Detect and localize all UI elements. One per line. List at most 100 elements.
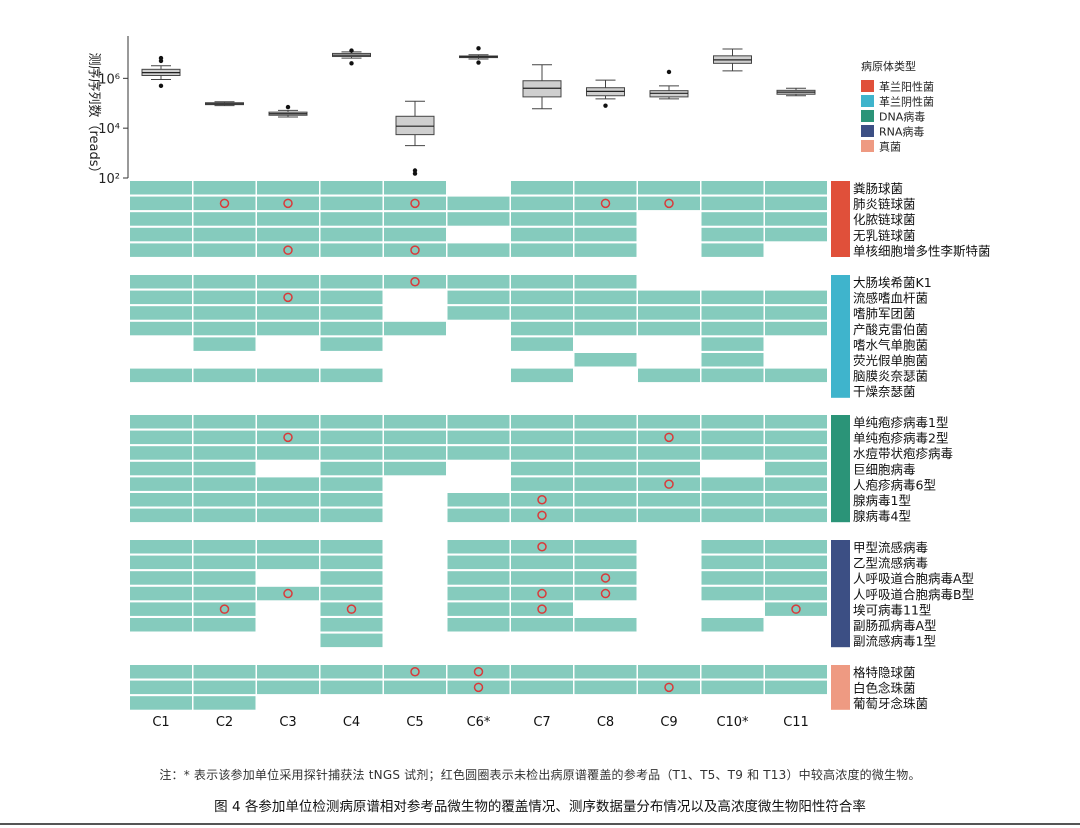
coverage-cell	[765, 227, 827, 242]
coverage-cell	[765, 290, 827, 305]
coverage-cell	[701, 586, 764, 601]
coverage-cell	[574, 508, 637, 523]
coverage-cell	[447, 430, 510, 445]
coverage-cell	[511, 290, 573, 305]
coverage-cell	[320, 321, 383, 336]
coverage-cell	[193, 477, 256, 491]
coverage-cell	[701, 477, 764, 491]
coverage-cell	[320, 680, 383, 695]
coverage-cell	[130, 493, 192, 507]
coverage-cell	[701, 508, 764, 523]
coverage-cell	[257, 227, 319, 242]
column-label: C2	[216, 715, 233, 730]
coverage-cell	[320, 181, 383, 195]
box-C2	[205, 101, 244, 107]
coverage-cell	[574, 181, 637, 195]
coverage-cell	[257, 446, 319, 460]
coverage-cell	[701, 290, 764, 305]
coverage-cell	[701, 353, 764, 367]
coverage-cell	[320, 540, 383, 554]
box-outlier	[349, 61, 354, 66]
coverage-cell	[193, 446, 256, 460]
coverage-cell	[320, 571, 383, 585]
column-label: C11	[783, 715, 809, 730]
coverage-cell	[511, 337, 573, 351]
coverage-cell	[320, 586, 383, 601]
coverage-cell	[701, 368, 764, 383]
coverage-cell	[574, 446, 637, 460]
coverage-cell	[765, 212, 827, 226]
coverage-cell	[320, 212, 383, 226]
box-outlier	[476, 60, 481, 65]
legend-title: 病原体类型	[861, 59, 916, 73]
coverage-cell	[384, 181, 446, 195]
undetected-marker	[473, 667, 484, 677]
pathogen-label: 干燥奈瑟菌	[853, 384, 916, 399]
undetected-marker	[600, 588, 611, 599]
pathogen-label: 单纯疱疹病毒2型	[853, 431, 948, 446]
coverage-cell	[765, 680, 827, 695]
coverage-cell	[701, 321, 764, 336]
coverage-cell	[511, 243, 573, 257]
coverage-cell	[257, 430, 319, 445]
undetected-marker	[537, 495, 547, 505]
legend-swatch	[861, 125, 874, 137]
undetected-marker	[537, 604, 547, 614]
coverage-cell	[701, 430, 764, 445]
coverage-cell	[130, 680, 192, 695]
coverage-cell	[765, 586, 827, 601]
coverage-cell	[574, 430, 637, 445]
pathogen-label: 巨细胞病毒	[853, 462, 916, 477]
coverage-cell	[384, 196, 446, 211]
coverage-cell	[447, 508, 510, 523]
coverage-cell	[130, 212, 192, 226]
pathogen-label: 副流感病毒1型	[853, 634, 936, 649]
legend-label: DNA病毒	[879, 110, 925, 124]
coverage-cell	[257, 243, 319, 257]
figure-caption: 图 4 各参加单位检测病原谱相对参考品微生物的覆盖情况、测序数据量分布情况以及高…	[214, 799, 866, 815]
coverage-cell	[384, 415, 446, 429]
coverage-cell	[765, 446, 827, 460]
pathogen-label: 人呼吸道合胞病毒B型	[853, 587, 974, 602]
box-C5	[395, 100, 435, 176]
coverage-cell	[257, 665, 319, 679]
coverage-cell	[447, 602, 510, 616]
coverage-cell	[574, 243, 637, 257]
legend-swatch	[861, 110, 874, 122]
coverage-heatmap: 粪肠球菌肺炎链球菌化脓链球菌无乳链球菌单核细胞增多性李斯特菌大肠埃希菌K1流感嗜…	[130, 181, 991, 730]
coverage-cell	[574, 275, 637, 289]
coverage-cell	[447, 618, 510, 632]
coverage-cell	[130, 508, 192, 523]
undetected-marker	[219, 198, 230, 209]
pathogen-label: 肺炎链球菌	[853, 197, 916, 212]
undetected-marker	[664, 479, 674, 489]
coverage-cell	[130, 306, 192, 320]
coverage-cell	[320, 555, 383, 570]
bottom-rule	[0, 823, 1080, 825]
pathogen-label: 流感嗜血杆菌	[853, 291, 928, 306]
pathogen-label: 乙型流感病毒	[853, 556, 928, 571]
box-C10*	[713, 48, 752, 72]
coverage-cell	[447, 275, 510, 289]
coverage-cell	[574, 227, 637, 242]
coverage-cell	[384, 275, 446, 289]
coverage-cell	[765, 477, 827, 491]
coverage-cell	[130, 368, 192, 383]
pathogen-label: 产酸克雷伯菌	[853, 322, 928, 337]
coverage-cell	[638, 181, 700, 195]
coverage-cell	[130, 196, 192, 211]
coverage-cell	[257, 306, 319, 320]
coverage-cell	[193, 306, 256, 320]
coverage-cell	[130, 321, 192, 336]
column-label: C7	[533, 715, 550, 730]
coverage-cell	[384, 243, 446, 257]
coverage-cell	[638, 290, 700, 305]
pathogen-label: 单核细胞增多性李斯特菌	[853, 243, 991, 258]
coverage-cell	[511, 555, 573, 570]
coverage-cell	[574, 212, 637, 226]
undetected-marker	[664, 682, 674, 693]
coverage-cell	[384, 321, 446, 336]
coverage-cell	[511, 446, 573, 460]
